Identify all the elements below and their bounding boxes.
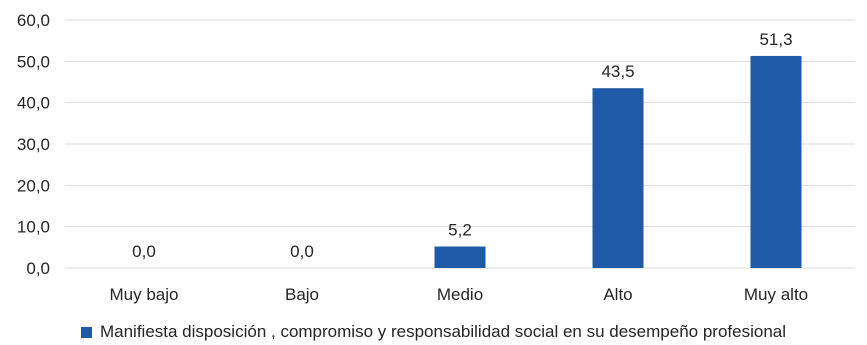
legend: Manifiesta disposición , compromiso y re…: [0, 322, 867, 342]
x-category-label: Muy alto: [744, 285, 808, 304]
y-tick-label: 0,0: [26, 259, 50, 278]
y-tick-label: 60,0: [17, 11, 50, 30]
legend-label: Manifiesta disposición , compromiso y re…: [99, 322, 787, 341]
y-tick-label: 30,0: [17, 135, 50, 154]
x-category-label: Bajo: [285, 285, 319, 304]
data-label: 51,3: [759, 30, 792, 49]
gridlines: [65, 19, 855, 269]
x-category-label: Alto: [603, 285, 632, 304]
legend-swatch: [80, 326, 92, 338]
bars: [434, 55, 802, 269]
y-tick-label: 10,0: [17, 218, 50, 237]
data-labels: 0,0 0,0 5,2 43,5 51,3: [132, 30, 792, 261]
y-tick-label: 40,0: [17, 94, 50, 113]
bar-muy-alto: [750, 55, 802, 269]
data-label: 5,2: [448, 221, 472, 240]
x-category-label: Muy bajo: [110, 285, 179, 304]
x-category-label: Medio: [437, 285, 483, 304]
bar-medio: [434, 246, 486, 268]
y-axis-tick-labels: 0,0 10,0 20,0 30,0 40,0 50,0 60,0: [17, 11, 50, 278]
bar-chart: 0,0 10,0 20,0 30,0 40,0 50,0 60,0 0,0 0,0 5,2 43,…: [17, 11, 855, 304]
bar-alto: [592, 88, 644, 268]
x-axis-category-labels: Muy bajo Bajo Medio Alto Muy alto: [110, 285, 809, 304]
data-label: 43,5: [601, 62, 634, 81]
y-tick-label: 50,0: [17, 52, 50, 71]
y-tick-label: 20,0: [17, 176, 50, 195]
data-label: 0,0: [290, 242, 314, 261]
data-label: 0,0: [132, 242, 156, 261]
